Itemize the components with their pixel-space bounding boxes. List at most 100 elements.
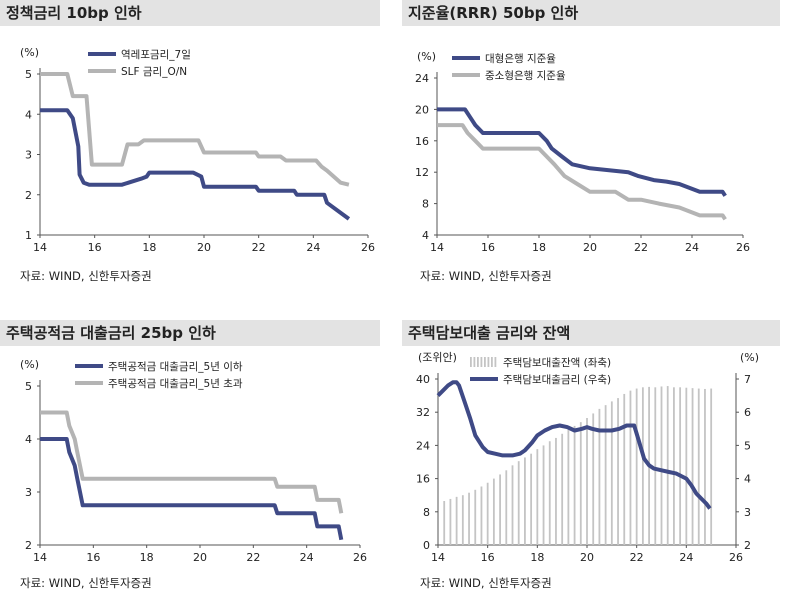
x-tick-label: 22 [634,241,648,254]
bar [486,482,489,545]
x-tick-label: 26 [729,551,743,564]
bar [697,388,700,545]
y-tick-label: 4 [25,433,32,446]
bar [641,387,644,545]
chart-panel-policy-rate: 정책금리 10bp 인하 (%) 1 2 3 4 5 14 16 18 20 22 24 26 역레포금리… [0,0,390,290]
x-tick-label: 20 [580,551,594,564]
bar [480,486,483,545]
legend-swatch-bar [470,357,472,367]
x-tick-label: 22 [246,551,260,564]
series-line [40,410,344,514]
bar [598,408,601,545]
y2-tick-label: 2 [744,539,751,552]
source-note: 자료: WIND, 신한투자증권 [20,576,152,590]
y2-tick-label: 7 [744,373,751,386]
y-tick-label: 4 [422,229,429,242]
y-tick-label: 40 [416,373,430,386]
x-tick-label: 14 [33,241,47,254]
legend-label: 대형은행 지준율 [485,53,556,65]
bar [623,393,626,545]
bar [542,445,545,545]
y-tick-label: 20 [415,103,429,116]
x-tick-label: 16 [481,241,495,254]
y-tick-label: 3 [25,486,32,499]
chart-policy-rate: (%) 1 2 3 4 5 14 16 18 20 22 24 26 역레포금리_7일 SLF 금리_O/N [20,46,375,254]
bar [511,465,514,545]
y-tick-label: 8 [423,506,430,519]
chart-panel-rrr: 지준율(RRR) 50bp 인하 (%) 4 8 12 16 20 24 14 16 18 20 22… [400,0,800,290]
x-tick-label: 18 [532,241,546,254]
x-tick-label: 24 [306,241,320,254]
source-note: 자료: WIND, 신한투자증권 [20,269,152,283]
y-tick-label: 2 [25,539,32,552]
legend-label: 주택공적금 대출금리_5년 초과 [108,378,243,390]
legend-label: 주택담보대출잔액 (좌축) [503,357,611,369]
y2-tick-label: 3 [744,506,751,519]
bar [505,470,508,545]
chart-rrr: (%) 4 8 12 16 20 24 14 16 18 20 22 24 26 대형은행 지준율중소형은행… [415,50,750,254]
legend-label: 주택담보대출금리 (우축) [503,374,611,386]
bar [685,387,688,545]
series-line [40,72,350,187]
bar [492,478,495,545]
chart-housing-fund-rate: (%) 2 3 4 5 14 16 18 20 22 24 26 주택공적금 대출금리_5년 이하주택공… [20,358,367,564]
bar [579,422,582,545]
chart-title: 지준율(RRR) 50bp 인하 [402,0,780,26]
x-tick-label: 20 [197,241,211,254]
y-unit-label: (%) [20,46,39,59]
chart-title: 주택담보대출 금리와 잔액 [402,320,780,346]
chart-mortgage: (조위안) (%) 0 8 16 24 32 40 2 3 4 5 6 7 14 16 18 20 22 24 26 주택… [416,351,759,564]
x-tick-label: 16 [481,551,495,564]
y-tick-label: 1 [25,229,32,242]
y-unit-label: (조위안) [418,351,457,364]
chart-panel-housing-fund-rate: 주택공적금 대출금리 25bp 인하 (%) 2 3 4 5 14 16 18 20 22 24 26… [0,320,390,597]
y-tick-label: 2 [25,189,32,202]
bar [561,433,564,545]
x-tick-label: 24 [685,241,699,254]
x-tick-label: 20 [583,241,597,254]
bar [679,387,682,545]
y-tick-label: 32 [416,406,430,419]
y-tick-label: 3 [25,149,32,162]
y-tick-label: 8 [422,198,429,211]
legend-swatch-bar [491,357,493,367]
y-tick-label: 5 [25,68,32,81]
y2-tick-label: 5 [744,439,751,452]
bar [548,441,551,545]
y-tick-label: 16 [415,135,429,148]
legend-swatch-bar [480,357,483,367]
x-tick-label: 20 [193,551,207,564]
x-tick-label: 26 [361,241,375,254]
bar [586,418,588,545]
bar [461,495,464,545]
x-tick-label: 18 [530,551,544,564]
y2-unit-label: (%) [740,351,759,364]
legend-swatch-bar [484,357,486,367]
y-tick-label: 0 [423,539,430,552]
bar [604,405,607,545]
y-unit-label: (%) [417,50,436,63]
legend-swatch-bar [494,357,497,367]
y-tick-label: 4 [25,108,32,121]
legend-swatch-bar [487,357,490,367]
y2-tick-label: 4 [744,473,751,486]
bar [673,387,675,545]
bar [592,413,595,545]
x-tick-label: 18 [142,241,156,254]
chart-title: 정책금리 10bp 인하 [0,0,380,26]
legend-label: 중소형은행 지준율 [485,70,566,82]
x-tick-label: 16 [88,241,102,254]
y-tick-label: 24 [415,72,429,85]
bar [691,388,694,545]
chart-title: 주택공적금 대출금리 25bp 인하 [0,320,380,346]
y-unit-label: (%) [20,358,39,371]
bar [449,498,452,545]
series-line [40,108,351,221]
y-tick-label: 24 [416,439,430,452]
legend-label: 역레포금리_7일 [121,48,191,61]
x-tick-label: 24 [300,551,314,564]
x-tick-label: 26 [736,241,750,254]
series-line [437,107,727,197]
legend-swatch-bar [473,357,476,367]
series-line [436,380,712,510]
